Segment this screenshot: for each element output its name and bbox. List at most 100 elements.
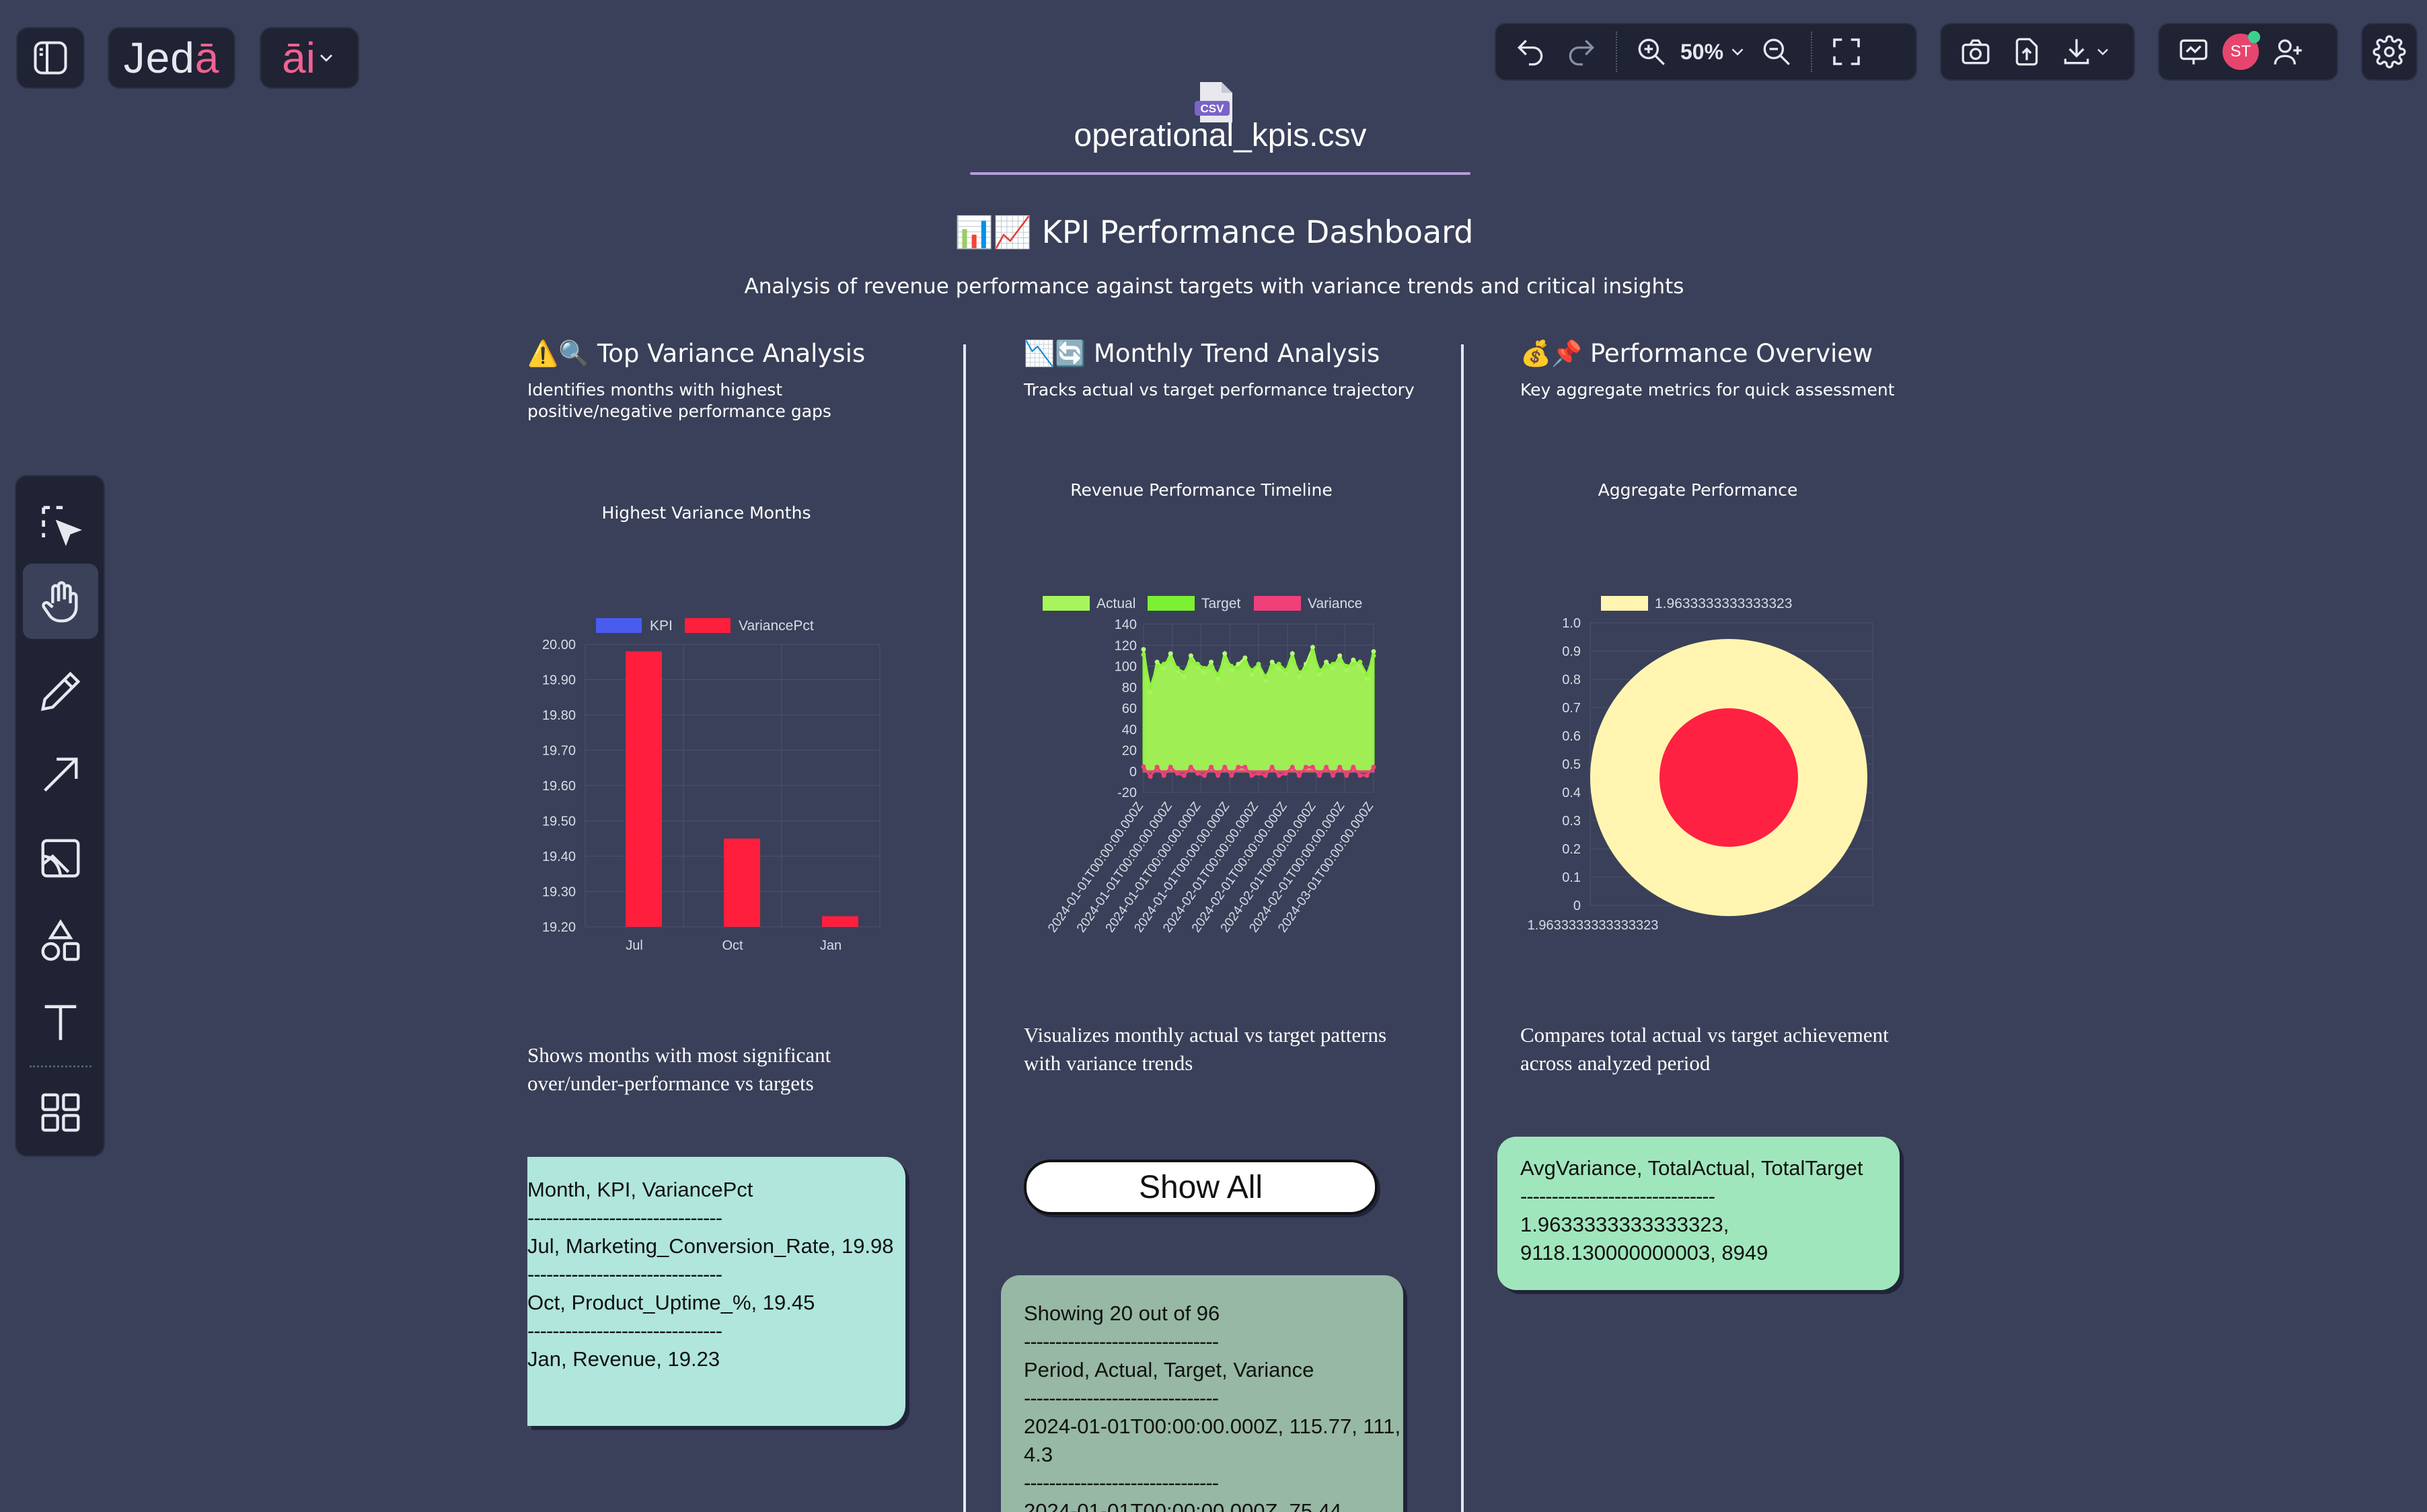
upload-button[interactable] [2005, 30, 2049, 74]
data-point [1310, 644, 1315, 650]
redo-button[interactable] [1559, 30, 1604, 74]
card-showing-count: Showing 20 out of 96 [1024, 1301, 1220, 1325]
sidebar-toggle-button[interactable] [16, 27, 85, 89]
tool-panel [15, 475, 105, 1157]
legend-swatch-actual [1043, 596, 1090, 611]
data-point [1276, 661, 1281, 667]
data-point [1263, 773, 1268, 778]
data-point [1236, 765, 1241, 769]
variance-section-title: ⚠️🔍 Top Variance Analysis [527, 339, 866, 368]
y-tick-label: 1.0 [1562, 616, 1581, 631]
data-point [1357, 659, 1363, 665]
data-point [1371, 653, 1376, 658]
data-point [1154, 664, 1160, 669]
file-name-title[interactable]: operational_kpis.csv [970, 117, 1470, 154]
online-status-dot [2248, 31, 2260, 43]
bar-jan [822, 916, 858, 927]
data-point [1269, 664, 1275, 669]
card-separator: ------------------------------- [1520, 1184, 1715, 1208]
user-initials: ST [2230, 42, 2251, 61]
legend-label-variancepct: VariancePct [739, 618, 814, 634]
variance-data-card: Month, KPI, VariancePct ----------------… [527, 1157, 905, 1426]
data-point [1202, 666, 1207, 671]
data-point [1154, 765, 1160, 769]
y-tick-label: 0.5 [1562, 757, 1581, 772]
y-tick-label: 0.2 [1562, 842, 1581, 857]
data-point [1324, 664, 1329, 669]
data-point [1351, 661, 1356, 667]
data-point [1337, 765, 1343, 769]
pencil-tool[interactable] [23, 654, 98, 729]
y-tick-label: 0 [1573, 899, 1581, 913]
data-point [1222, 765, 1228, 769]
data-point [1331, 661, 1336, 667]
user-avatar[interactable]: ST [2223, 31, 2260, 70]
legend-swatch-variancepct [685, 618, 731, 633]
data-point [1236, 661, 1241, 667]
upload-icon [2015, 38, 2038, 66]
chevron-down-icon [1731, 48, 1744, 56]
zoom-in-button[interactable] [1629, 30, 1674, 74]
screenshot-button[interactable] [1953, 30, 1998, 74]
title-underline [970, 172, 1470, 175]
y-tick-label: 120 [1115, 638, 1137, 653]
y-tick-label: 0.9 [1562, 644, 1581, 659]
zoom-out-icon [1763, 38, 1790, 65]
card-separator: ------------------------------- [527, 1262, 722, 1286]
y-tick-label: 80 [1122, 681, 1137, 695]
card-row: 2024-01-01T00:00:00.000Z, 115.77, 111, 4… [1024, 1414, 1407, 1466]
app-logo[interactable]: Jedā [108, 27, 235, 89]
edit-toolbar: 50% [1495, 23, 1917, 81]
download-button[interactable] [2056, 30, 2116, 74]
data-point [1310, 649, 1315, 654]
show-all-button[interactable]: Show All [1024, 1160, 1378, 1215]
logo-text: Jed [123, 34, 195, 82]
data-point [1174, 666, 1180, 671]
fit-screen-button[interactable] [1824, 30, 1869, 74]
x-tick-label: Oct [722, 938, 743, 953]
y-tick-label: 0.3 [1562, 814, 1581, 829]
shapes-tool[interactable] [23, 904, 98, 979]
collab-toolbar: ST [2158, 23, 2338, 81]
y-tick-label: 19.70 [542, 744, 576, 759]
zoom-level: 50% [1680, 39, 1724, 64]
select-tool[interactable] [23, 487, 98, 562]
components-tool[interactable] [23, 1075, 98, 1150]
zoom-level-dropdown[interactable]: 50% [1680, 40, 1748, 65]
data-point [1195, 661, 1200, 667]
data-point [1351, 657, 1356, 663]
data-point [1283, 771, 1288, 776]
data-point [1188, 657, 1193, 663]
ai-menu-button[interactable]: āi [260, 27, 359, 89]
data-point [1188, 765, 1193, 769]
data-point [1141, 647, 1146, 652]
data-point [1181, 773, 1187, 778]
card-header: Period, Actual, Target, Variance [1024, 1358, 1314, 1382]
trend-description: Visualizes monthly actual vs target patt… [1024, 1023, 1387, 1075]
legend-label-target: Target [1201, 596, 1241, 611]
undo-button[interactable] [1508, 30, 1553, 74]
present-button[interactable] [2171, 30, 2216, 74]
gear-icon [2373, 35, 2406, 69]
trend-chart-title: Revenue Performance Timeline [1070, 480, 1333, 500]
card-separator: ------------------------------- [527, 1206, 722, 1230]
bar-jul [626, 651, 662, 927]
data-point [1209, 765, 1214, 769]
card-row: Oct, Product_Uptime_%, 19.45 [527, 1291, 815, 1314]
card-row: Jan, Revenue, 19.23 [527, 1347, 720, 1371]
settings-button[interactable] [2361, 23, 2418, 81]
y-tick-label: 19.30 [542, 885, 576, 900]
ai-label: āi [282, 34, 315, 82]
invite-user-button[interactable] [2266, 30, 2310, 74]
arrow-tool[interactable] [23, 737, 98, 812]
zoom-out-button[interactable] [1754, 30, 1799, 74]
card-separator: ------------------------------- [1024, 1386, 1219, 1410]
data-point [1283, 668, 1288, 673]
card-row: 2024-01-01T00:00:00.000Z, 75.44 [1024, 1499, 1342, 1512]
y-tick-label: 20.00 [542, 638, 576, 652]
image-tool[interactable] [23, 821, 98, 896]
column-divider [963, 344, 966, 1512]
hand-tool[interactable] [23, 564, 98, 639]
text-tool[interactable] [23, 985, 98, 1060]
data-point [1290, 765, 1295, 769]
